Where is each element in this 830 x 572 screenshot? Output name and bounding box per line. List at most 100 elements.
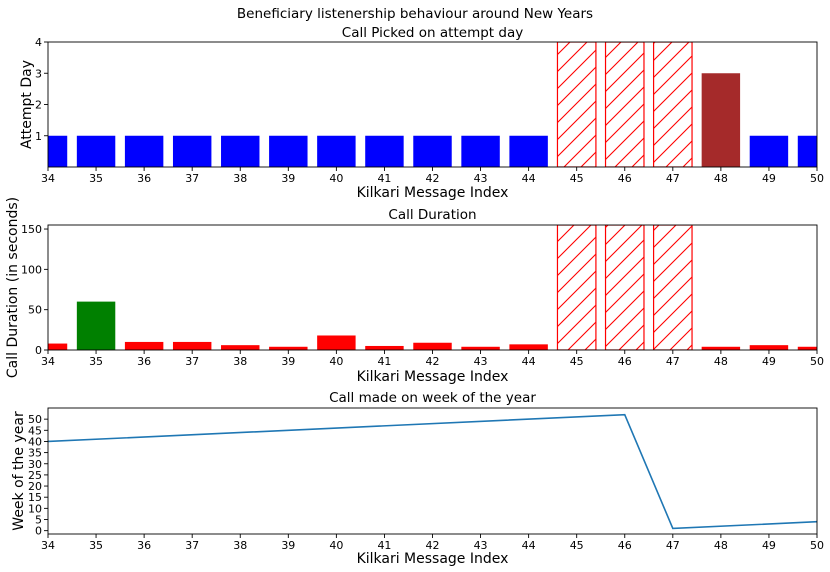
chart2-plot-area [48, 413, 817, 530]
chart2-xtick-label-43: 43 [474, 539, 488, 552]
chart2-xtick-label-42: 42 [426, 539, 440, 552]
chart1-xtick-label-44: 44 [522, 355, 536, 368]
chart2-xtick-label-45: 45 [570, 539, 584, 552]
chart2-xtick-label-41: 41 [377, 539, 391, 552]
chart1-bar-49 [749, 345, 789, 350]
chart2-title: Call made on week of the year [329, 390, 536, 406]
chart0-ylabel: Attempt Day [19, 60, 35, 149]
chart1-ytick-label-150: 150 [21, 223, 42, 236]
chart1-xtick-label-45: 45 [570, 355, 584, 368]
chart2-ytick-label-20: 20 [28, 480, 42, 493]
chart2-xtick-label-35: 35 [89, 539, 103, 552]
chart2-xtick-label-37: 37 [185, 539, 199, 552]
chart1-xtick-label-42: 42 [426, 355, 440, 368]
chart0-xtick-label-40: 40 [329, 172, 343, 185]
chart0-bar-46 [604, 42, 645, 167]
chart1-plot-area [48, 225, 817, 350]
chart1-xtick-label-43: 43 [474, 355, 488, 368]
chart0-bar-45 [556, 42, 597, 167]
chart1-bar-40 [317, 335, 356, 350]
chart0-xtick-label-38: 38 [233, 172, 247, 185]
chart2-xtick-label-34: 34 [41, 539, 55, 552]
chart1-ytick-label-100: 100 [21, 263, 42, 276]
chart2-ytick-label-35: 35 [28, 447, 42, 460]
chart1-xtick-label-48: 48 [714, 355, 728, 368]
chart2-xlabel: Kilkari Message Index [357, 551, 509, 567]
chart2-ylabel: Week of the year [11, 411, 27, 531]
chart0-ytick-label-1: 1 [35, 130, 42, 143]
chart0-bar-40 [317, 135, 356, 167]
chart0-bar-50 [797, 135, 817, 167]
chart0-plot-area [48, 42, 817, 167]
chart2-xtick-label-48: 48 [714, 539, 728, 552]
chart1-xtick-label-38: 38 [233, 355, 247, 368]
chart2-ytick-label-5: 5 [35, 514, 42, 527]
chart1-bar-44 [509, 344, 548, 350]
chart0-panel: 34 35 36 37 38 39 40 41 42 43 44 45 46 47 48 49 501234Ca… [19, 25, 824, 201]
chart2-series-line [48, 413, 817, 530]
chart0-ytick-label-4: 4 [35, 36, 42, 49]
chart2-xtick-label-47: 47 [666, 539, 680, 552]
chart2-panel: 34 35 36 37 38 39 40 41 42 43 44 45 46 47 48 49 50 051015… [11, 390, 824, 567]
chart2-ytick-label-10: 10 [28, 502, 42, 515]
chart0-xtick-label-44: 44 [522, 172, 536, 185]
chart1-bar-37 [172, 341, 212, 350]
chart1-bar-43 [461, 346, 500, 350]
chart0-bar-44 [509, 135, 548, 167]
chart1-ylabel: Call Duration (in seconds) [5, 197, 21, 378]
chart0-bar-47 [652, 42, 693, 167]
chart0-bar-48 [701, 73, 741, 167]
chart1-axes-frame [47, 224, 818, 351]
chart2-ytick-label-45: 45 [28, 424, 42, 437]
chart0-ytick-label-2: 2 [35, 99, 42, 112]
chart2-xtick-label-40: 40 [329, 539, 343, 552]
chart1-bar-50 [797, 346, 817, 350]
chart0-bar-38 [221, 135, 260, 167]
chart0-bar-34 [48, 135, 68, 167]
chart1-xtick-label-39: 39 [281, 355, 295, 368]
chart0-xtick-label-37: 37 [185, 172, 199, 185]
chart1-bar-47 [652, 225, 693, 350]
chart1-xtick-label-37: 37 [185, 355, 199, 368]
chart1-xtick-label-36: 36 [137, 355, 151, 368]
chart2-ytick-label-25: 25 [28, 469, 42, 482]
chart0-xtick-label-34: 34 [41, 172, 55, 185]
chart2-xtick-label-36: 36 [137, 539, 151, 552]
chart0-xtick-label-45: 45 [570, 172, 584, 185]
chart0-bar-36 [124, 135, 164, 167]
chart0-xtick-label-41: 41 [377, 172, 391, 185]
chart1-bar-45 [556, 225, 597, 350]
chart1-xtick-label-49: 49 [762, 355, 776, 368]
chart0-bar-49 [749, 135, 789, 167]
chart1-xtick-label-34: 34 [41, 355, 55, 368]
chart2-ytick-label-0: 0 [35, 525, 42, 538]
chart0-title: Call Picked on attempt day [342, 25, 523, 41]
chart1-xtick-label-40: 40 [329, 355, 343, 368]
chart1-xtick-label-50: 50 [810, 355, 824, 368]
chart1-bar-48 [701, 346, 741, 350]
chart0-ytick-label-3: 3 [35, 67, 42, 80]
chart2-ytick-label-50: 50 [28, 413, 42, 426]
chart2-xtick-label-50: 50 [810, 539, 824, 552]
chart1-bar-36 [124, 341, 164, 350]
chart1-bar-38 [221, 345, 260, 350]
chart0-bar-39 [269, 135, 308, 167]
chart0-bar-41 [365, 135, 404, 167]
chart0-bar-43 [461, 135, 500, 167]
chart0-xtick-label-35: 35 [89, 172, 103, 185]
chart0-bar-42 [413, 135, 452, 167]
chart1-xtick-label-41: 41 [377, 355, 391, 368]
chart2-xtick-label-44: 44 [522, 539, 536, 552]
chart0-bar-37 [172, 135, 212, 167]
chart0-xlabel: Kilkari Message Index [357, 185, 509, 201]
chart0-xtick-label-48: 48 [714, 172, 728, 185]
chart2-xtick-label-38: 38 [233, 539, 247, 552]
chart0-xtick-label-42: 42 [426, 172, 440, 185]
chart0-xtick-label-46: 46 [618, 172, 632, 185]
chart1-ytick-label-50: 50 [28, 304, 42, 317]
chart2-xtick-label-49: 49 [762, 539, 776, 552]
chart1-bar-39 [269, 346, 308, 350]
chart2-ytick-label-40: 40 [28, 435, 42, 448]
chart2-ytick-label-30: 30 [28, 458, 42, 471]
